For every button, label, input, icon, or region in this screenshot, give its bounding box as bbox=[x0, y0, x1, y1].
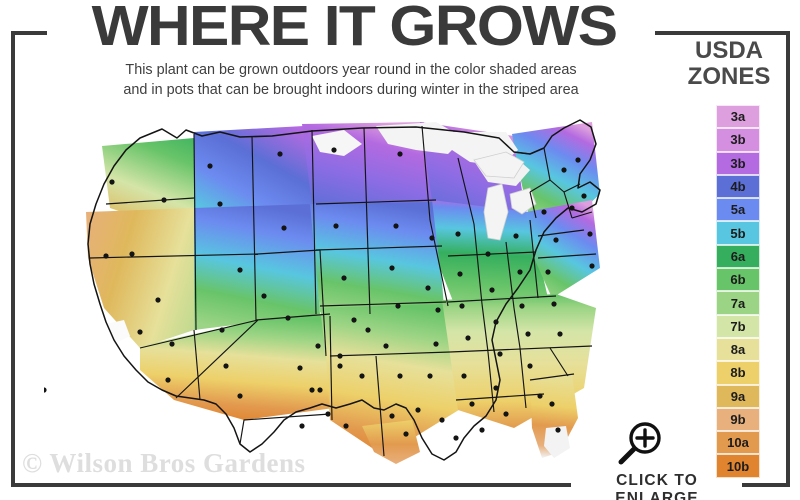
legend-swatch-8b-11: 8b bbox=[716, 361, 760, 385]
legend-swatch-6a-6: 6a bbox=[716, 244, 760, 269]
legend-heading-line-1: USDA bbox=[694, 37, 763, 64]
legend-swatch-3b-2: 3b bbox=[716, 151, 760, 175]
zone-region-south-texas bbox=[362, 420, 420, 464]
frame-border-bottom-right bbox=[742, 483, 790, 487]
click-to-enlarge-label[interactable]: CLICK TO ENLARGE bbox=[615, 472, 699, 500]
zone-region-southwest bbox=[140, 314, 334, 420]
legend-swatch-label: 4b bbox=[730, 179, 746, 195]
zone-region-great-basin bbox=[194, 204, 320, 330]
watermark: © Wilson Bros Gardens bbox=[22, 448, 306, 478]
legend-zone-list: 3a 3b 3b 4b 5a 5b 6a 6b 7a 7b 8a 8b 9a 9b 10a 10b bbox=[716, 105, 760, 478]
legend-swatch-5a-4: 5a bbox=[716, 198, 760, 222]
map-location-dots bbox=[44, 147, 595, 441]
frame-border-bottom-left bbox=[11, 483, 571, 487]
legend-swatch-9b-13: 9b bbox=[716, 407, 760, 432]
map-svg bbox=[44, 108, 644, 470]
legend-swatch-label: 3a bbox=[730, 109, 746, 125]
subtitle-line-2: and in pots that can be brought indoors … bbox=[123, 82, 579, 98]
legend-swatch-label: 6a bbox=[730, 248, 746, 264]
frame-border-top-left bbox=[11, 31, 47, 35]
legend-swatch-label: 8a bbox=[730, 342, 746, 358]
great-lakes bbox=[473, 151, 537, 241]
legend-swatch-label: 8b bbox=[730, 365, 746, 381]
legend-swatch-3a-0: 3a bbox=[716, 105, 760, 129]
frame-border-left bbox=[11, 31, 15, 487]
legend-swatch-10a-14: 10a bbox=[716, 431, 760, 455]
zone-region-southern-plains bbox=[320, 304, 462, 456]
zone-region-northeast bbox=[512, 122, 600, 220]
state-boundaries bbox=[87, 119, 601, 461]
legend-swatch-label: 3b bbox=[730, 132, 746, 148]
legend-swatch-9a-12: 9a bbox=[716, 384, 760, 408]
subtitle-line-1: This plant can be grown outdoors year ro… bbox=[125, 62, 577, 78]
legend-swatch-label: 9b bbox=[730, 412, 746, 427]
legend-swatch-label: 10a bbox=[727, 435, 749, 451]
legend-swatch-5b-5: 5b bbox=[716, 221, 760, 245]
frame-border-right bbox=[786, 31, 790, 487]
zone-region-mid-atlantic bbox=[526, 200, 600, 298]
magnifier-plus-icon[interactable] bbox=[614, 418, 666, 470]
frame-border-top-right bbox=[655, 31, 790, 35]
page-title: WHERE IT GROWS bbox=[91, 0, 618, 58]
legend-swatch-label: 7b bbox=[730, 318, 746, 334]
legend-swatch-label: 7a bbox=[730, 295, 746, 311]
legend-swatch-8a-10: 8a bbox=[716, 337, 760, 362]
legend-swatch-label: 6b bbox=[730, 272, 746, 288]
legend-swatch-7a-8: 7a bbox=[716, 291, 760, 315]
legend-swatch-4b-3: 4b bbox=[716, 174, 760, 199]
legend-swatch-label: 5a bbox=[730, 202, 746, 218]
legend-heading: USDA ZONES bbox=[668, 38, 790, 90]
hardiness-zone-map[interactable] bbox=[44, 108, 644, 470]
legend-heading-line-2: ZONES bbox=[687, 63, 771, 90]
legend-swatch-label: 3b bbox=[730, 155, 746, 171]
legend-swatch-label: 5b bbox=[730, 225, 746, 241]
map-zone-fills bbox=[44, 108, 644, 470]
legend-swatch-7b-9: 7b bbox=[716, 314, 760, 338]
page-subtitle: This plant can be grown outdoors year ro… bbox=[36, 60, 666, 100]
legend-swatch-label: 9a bbox=[730, 388, 746, 404]
legend-swatch-3b-1: 3b bbox=[716, 128, 760, 152]
zone-region-central-plains bbox=[310, 202, 444, 316]
legend-swatch-label: 10b bbox=[726, 458, 750, 474]
legend-swatch-10b-15: 10b bbox=[716, 454, 760, 478]
legend-swatch-6b-7: 6b bbox=[716, 268, 760, 292]
